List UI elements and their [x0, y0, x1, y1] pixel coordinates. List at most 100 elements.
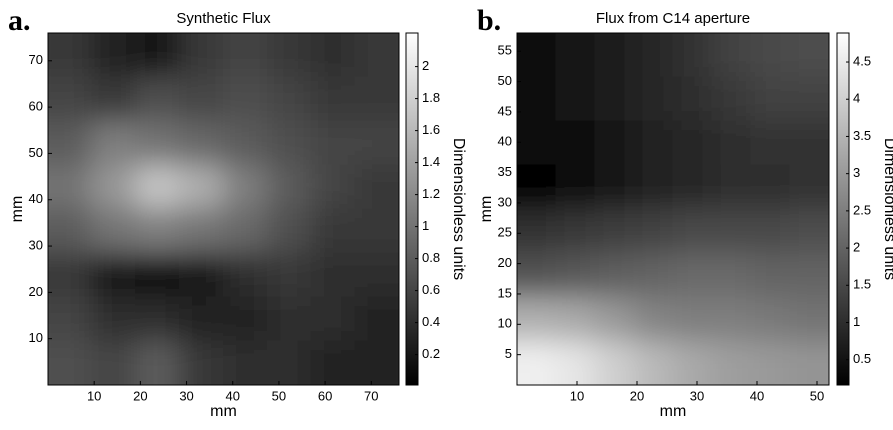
heatmap-cell [517, 164, 557, 210]
heatmap-cell [48, 252, 93, 298]
colorbar [836, 32, 850, 386]
heatmap-cell [179, 33, 224, 78]
y-tick-label: 45 [498, 103, 512, 118]
chart-title: Synthetic Flux [176, 10, 271, 27]
heatmap-cell [517, 296, 557, 342]
heatmap-cell [266, 164, 312, 210]
heatmap-cell [266, 33, 312, 78]
heatmap-cell [711, 33, 752, 78]
heatmap-cell [517, 252, 557, 298]
colorbar-tick-label: 1.6 [422, 122, 440, 137]
heatmap-cell [672, 33, 713, 78]
heatmap-cell [266, 120, 312, 166]
heatmap-cell [179, 76, 224, 122]
heatmap-cell [750, 120, 791, 166]
heatmap-cell [310, 164, 356, 210]
colorbar-label: Dimensionless units [450, 138, 467, 280]
x-axis-label: mm [660, 403, 687, 420]
heatmap-cell [91, 340, 137, 385]
heatmap-cell [179, 340, 224, 385]
heatmap-cell [633, 164, 674, 210]
heatmap-cell [789, 252, 829, 298]
heatmap-cell [48, 76, 93, 122]
colorbar-tick-label: 2 [853, 240, 860, 255]
colorbar-tick-label: 0.4 [422, 314, 440, 329]
x-tick-label: 60 [318, 388, 332, 403]
x-tick-label: 30 [179, 388, 193, 403]
heatmap-cell [517, 120, 557, 166]
heatmap-cell [179, 164, 224, 210]
heatmap-cell [310, 340, 356, 385]
y-tick-label: 10 [29, 330, 43, 345]
heatmap-cell [594, 296, 635, 342]
heatmap-cell [91, 208, 137, 254]
x-tick-label: 40 [226, 388, 240, 403]
heatmap-cell [594, 208, 635, 254]
heatmap-cell [633, 120, 674, 166]
heatmap-cell [517, 33, 557, 78]
colorbar-tick-label: 0.5 [853, 351, 871, 366]
heatmap-cell [633, 33, 674, 78]
heatmap-cell [179, 120, 224, 166]
heatmap-cells [48, 33, 399, 385]
heatmap-cell [135, 296, 181, 342]
heatmap-cell [555, 296, 596, 342]
heatmap-cell [594, 33, 635, 78]
y-tick-label: 30 [498, 194, 512, 209]
colorbar-tick-label: 1 [853, 314, 860, 329]
heatmap-cell [223, 120, 268, 166]
heatmap-cell [354, 120, 399, 166]
heatmap-cell [633, 252, 674, 298]
heatmap-cell [310, 208, 356, 254]
heatmap-cell [91, 296, 137, 342]
heatmap-cell [223, 164, 268, 210]
heatmap-cell [354, 33, 399, 78]
heatmap-cell [179, 296, 224, 342]
heatmap-cell [594, 340, 635, 385]
heatmap-cell [135, 208, 181, 254]
heatmap-cell [517, 340, 557, 385]
colorbar-tick-label: 0.6 [422, 282, 440, 297]
x-tick-label: 50 [272, 388, 286, 403]
y-tick-label: 10 [498, 316, 512, 331]
heatmap-cell [672, 164, 713, 210]
y-tick-label: 20 [498, 255, 512, 270]
heatmap-cell [179, 208, 224, 254]
heatmap-cell [310, 76, 356, 122]
heatmap-cell [555, 208, 596, 254]
heatmap-cell [517, 208, 557, 254]
x-tick-label: 40 [750, 388, 764, 403]
heatmap-cell [789, 33, 829, 78]
y-tick-label: 55 [498, 43, 512, 58]
heatmap-cell [266, 252, 312, 298]
colorbar-tick-label: 1.8 [422, 90, 440, 105]
heatmap-cell [789, 76, 829, 122]
panel-label: b. [477, 4, 501, 37]
y-tick-label: 30 [29, 237, 43, 252]
heatmap-cell [48, 164, 93, 210]
y-tick-label: 50 [29, 145, 43, 160]
heatmap-cell [750, 33, 791, 78]
heatmap-cell [672, 76, 713, 122]
heatmap-cell [91, 120, 137, 166]
heatmap-cell [48, 120, 93, 166]
y-axis-label: mm [478, 196, 495, 223]
heatmap-cell [223, 33, 268, 78]
heatmap-cell [223, 208, 268, 254]
heatmap-cell [711, 120, 752, 166]
y-tick-label: 15 [498, 285, 512, 300]
panel-label: a. [8, 4, 31, 37]
heatmap-cell [310, 120, 356, 166]
plot-frame [47, 32, 400, 386]
x-axis-label: mm [210, 403, 237, 420]
heatmap-cell [711, 76, 752, 122]
heatmap-cell [672, 120, 713, 166]
x-tick-label: 70 [364, 388, 378, 403]
heatmap-cell [48, 33, 93, 78]
heatmap-cell [179, 252, 224, 298]
colorbar-label: Dimensionless units [881, 138, 893, 280]
heatmap-cell [750, 296, 791, 342]
heatmap-cell [555, 340, 596, 385]
